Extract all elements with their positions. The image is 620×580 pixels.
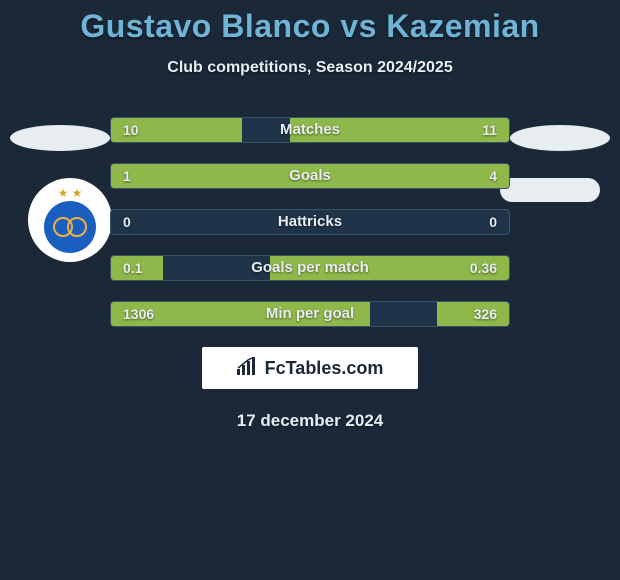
subtitle: Club competitions, Season 2024/2025: [0, 59, 620, 77]
stat-label: Hattricks: [111, 210, 509, 234]
date-text: 17 december 2024: [0, 411, 620, 431]
stat-value-right: 0: [489, 210, 497, 234]
page-title: Gustavo Blanco vs Kazemian: [0, 8, 620, 45]
stat-value-right: 0.36: [470, 256, 497, 280]
stat-value-right: 326: [474, 302, 497, 326]
stat-label: Min per goal: [111, 302, 509, 326]
stat-row: 0 Hattricks 0: [110, 209, 510, 235]
stat-value-right: 4: [489, 164, 497, 188]
stat-row: 0.1 Goals per match 0.36: [110, 255, 510, 281]
stat-rows: 10 Matches 11 1 Goals 4 0 Hattricks 0 0.…: [0, 117, 620, 327]
source-logo: FcTables.com: [202, 347, 418, 389]
stat-row: 10 Matches 11: [110, 117, 510, 143]
stat-label: Matches: [111, 118, 509, 142]
logo-text: FcTables.com: [265, 358, 384, 379]
stat-value-right: 11: [482, 118, 497, 142]
bars-icon: [237, 357, 259, 380]
stat-row: 1306 Min per goal 326: [110, 301, 510, 327]
stat-label: Goals per match: [111, 256, 509, 280]
stat-label: Goals: [111, 164, 509, 188]
stat-row: 1 Goals 4: [110, 163, 510, 189]
